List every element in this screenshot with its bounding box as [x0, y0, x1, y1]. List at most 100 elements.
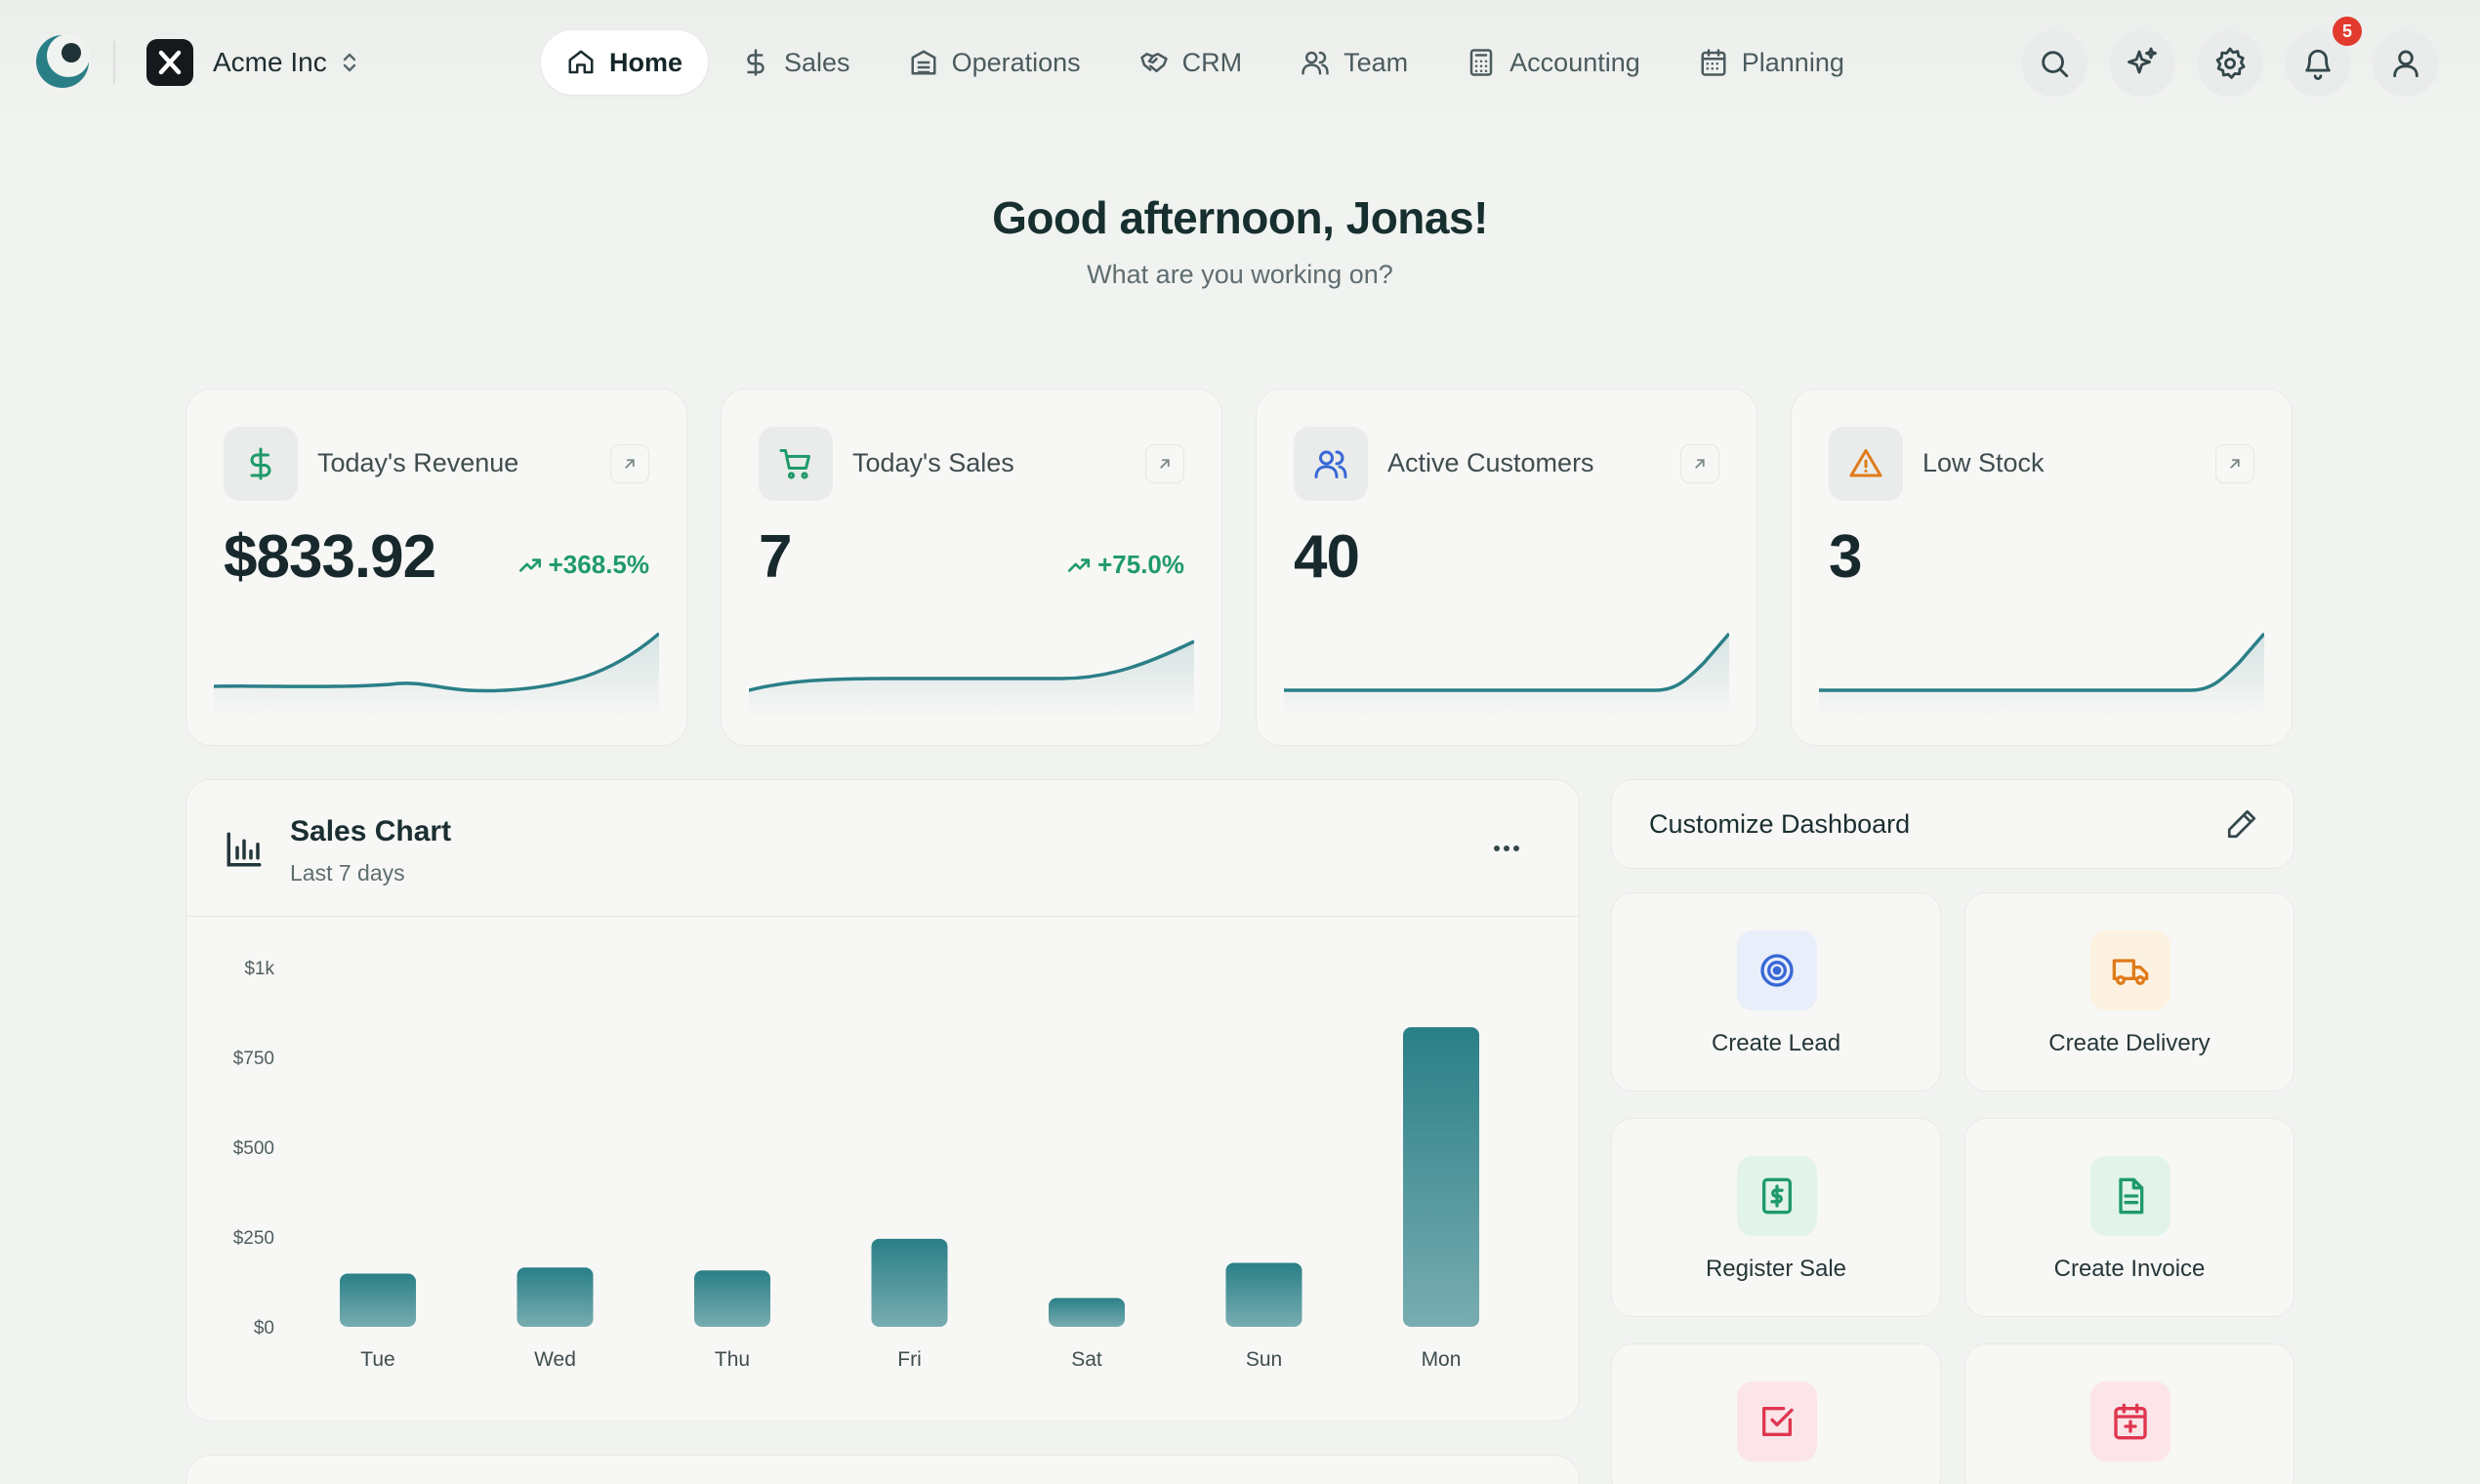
y-tick-label: $750 [233, 1049, 274, 1069]
nav-planning[interactable]: Planning [1674, 30, 1870, 95]
org-name: Acme Inc [213, 47, 327, 77]
divider [113, 41, 115, 84]
bar-thu[interactable] [694, 1270, 770, 1327]
action-label: Create Delivery [2048, 1030, 2211, 1056]
x-tick-label: Thu [715, 1348, 750, 1371]
kpi-value: 40 [1294, 523, 1360, 591]
app-logo-icon[interactable] [33, 32, 92, 91]
pencil-icon[interactable] [2225, 807, 2258, 841]
gear-icon [2215, 47, 2246, 79]
document-icon [2090, 1156, 2170, 1236]
action-label: Create Invoice [2053, 1256, 2206, 1282]
nav-sales-label: Sales [784, 47, 850, 77]
users-icon [1302, 51, 1329, 75]
register-sale-button[interactable]: Register Sale [1611, 1118, 1941, 1317]
org-switcher[interactable]: Acme Inc [146, 39, 360, 86]
x-tick-label: Sat [1071, 1348, 1102, 1371]
nav-home[interactable]: Home [541, 30, 709, 95]
kpi-card-sales[interactable]: Today's Sales 7 +75.0% [721, 389, 1222, 746]
cart-icon [759, 427, 833, 501]
sales-sparkline [749, 639, 1194, 718]
nav-crm-label: CRM [1181, 47, 1243, 77]
search-button[interactable] [2021, 30, 2087, 97]
y-tick-label: $1k [244, 959, 274, 979]
profile-button[interactable] [2373, 30, 2439, 97]
y-tick-label: $500 [233, 1138, 274, 1159]
bar-wed[interactable] [517, 1267, 594, 1327]
settings-button[interactable] [2197, 30, 2263, 97]
create-task-button[interactable] [1611, 1343, 1941, 1484]
x-tick-label: Tue [360, 1348, 394, 1371]
user-icon [2393, 50, 2418, 78]
sales-bar-chart: $0 $250 $500 $750 $1k Tue Wed Thu Fri Sat Sun Mon [233, 959, 1479, 1371]
y-tick-label: $0 [254, 1318, 274, 1339]
alert-triangle-icon [1829, 427, 1903, 501]
create-event-button[interactable] [1964, 1343, 2294, 1484]
bar-mon[interactable] [1403, 1027, 1479, 1327]
next-panel [186, 1455, 1580, 1484]
x-tick-label: Wed [534, 1348, 576, 1371]
arrow-up-right-icon[interactable] [610, 444, 649, 483]
bar-sat[interactable] [1049, 1298, 1125, 1327]
x-tick-label: Fri [897, 1348, 922, 1371]
sales-chart-title: Sales Chart [290, 815, 452, 847]
sparkles-icon [2128, 47, 2157, 74]
kpi-title: Today's Sales [852, 448, 1014, 477]
kpi-trend: +368.5% [517, 550, 649, 580]
search-icon [2042, 51, 2069, 78]
calendar-plus-icon [2090, 1381, 2170, 1462]
customers-sparkline [1284, 632, 1729, 718]
customize-dashboard-card[interactable]: Customize Dashboard [1611, 779, 2294, 869]
greeting-title: Good afternoon, Jonas! [992, 192, 1488, 243]
greeting: Good afternoon, Jonas! What are you work… [0, 191, 2480, 290]
truck-icon [2090, 930, 2170, 1010]
arrow-up-right-icon[interactable] [1145, 444, 1184, 483]
kpi-trend-label: +368.5% [548, 550, 649, 579]
building-icon [911, 50, 936, 75]
kpi-card-low-stock[interactable]: Low Stock 3 [1791, 389, 2293, 746]
handshake-icon [1139, 53, 1168, 72]
bar-tue[interactable] [340, 1273, 416, 1327]
kpi-trend: +75.0% [1066, 550, 1184, 580]
arrow-up-right-icon[interactable] [1680, 444, 1719, 483]
users-icon [1294, 427, 1368, 501]
sales-chart-subtitle: Last 7 days [290, 860, 405, 886]
sales-chart-panel: Sales Chart Last 7 days $0 $250 $500 $750 $1… [186, 779, 1580, 1422]
x-tick-label: Sun [1246, 1348, 1282, 1371]
nav-crm[interactable]: CRM [1114, 30, 1268, 95]
arrow-up-right-icon[interactable] [2215, 444, 2254, 483]
customize-dashboard-title: Customize Dashboard [1649, 809, 1911, 839]
trending-up-icon [1068, 557, 1091, 572]
calendar-icon [1701, 49, 1726, 76]
create-delivery-button[interactable]: Create Delivery [1964, 892, 2294, 1092]
ai-assistant-button[interactable] [2109, 30, 2175, 97]
action-label: Register Sale [1705, 1256, 1847, 1282]
nav-sales[interactable]: Sales [716, 30, 876, 95]
create-invoice-button[interactable]: Create Invoice [1964, 1118, 2294, 1317]
kpi-card-customers[interactable]: Active Customers 40 [1256, 389, 1757, 746]
org-logo-icon [146, 39, 193, 86]
nav-operations[interactable]: Operations [884, 30, 1106, 95]
kpi-card-revenue[interactable]: Today's Revenue $833.92 +368.5% [186, 389, 687, 746]
kpi-title: Active Customers [1387, 448, 1594, 477]
nav-accounting-label: Accounting [1509, 47, 1640, 77]
kpi-value: 3 [1829, 523, 1862, 591]
receipt-dollar-icon [1737, 1156, 1817, 1236]
create-lead-button[interactable]: Create Lead [1611, 892, 1941, 1092]
main-nav: Home Sales Operations CRM Team Accountin… [541, 30, 1878, 95]
bar-sun[interactable] [1225, 1262, 1302, 1327]
checkbox-icon [1737, 1381, 1817, 1462]
home-icon [568, 50, 594, 74]
dollar-icon [224, 427, 298, 501]
bar-fri[interactable] [871, 1238, 948, 1327]
kpi-title: Low Stock [1922, 448, 2045, 477]
low-stock-sparkline [1819, 632, 2264, 718]
kpi-trend-label: +75.0% [1097, 550, 1184, 579]
more-options-button[interactable] [1485, 833, 1528, 864]
calculator-icon [1469, 49, 1493, 76]
nav-team[interactable]: Team [1275, 30, 1433, 95]
nav-team-label: Team [1343, 47, 1409, 77]
top-bar: Acme Inc Home Sales Operations CRM Team … [0, 0, 2480, 125]
nav-accounting[interactable]: Accounting [1441, 30, 1666, 95]
x-tick-label: Mon [1422, 1348, 1462, 1371]
